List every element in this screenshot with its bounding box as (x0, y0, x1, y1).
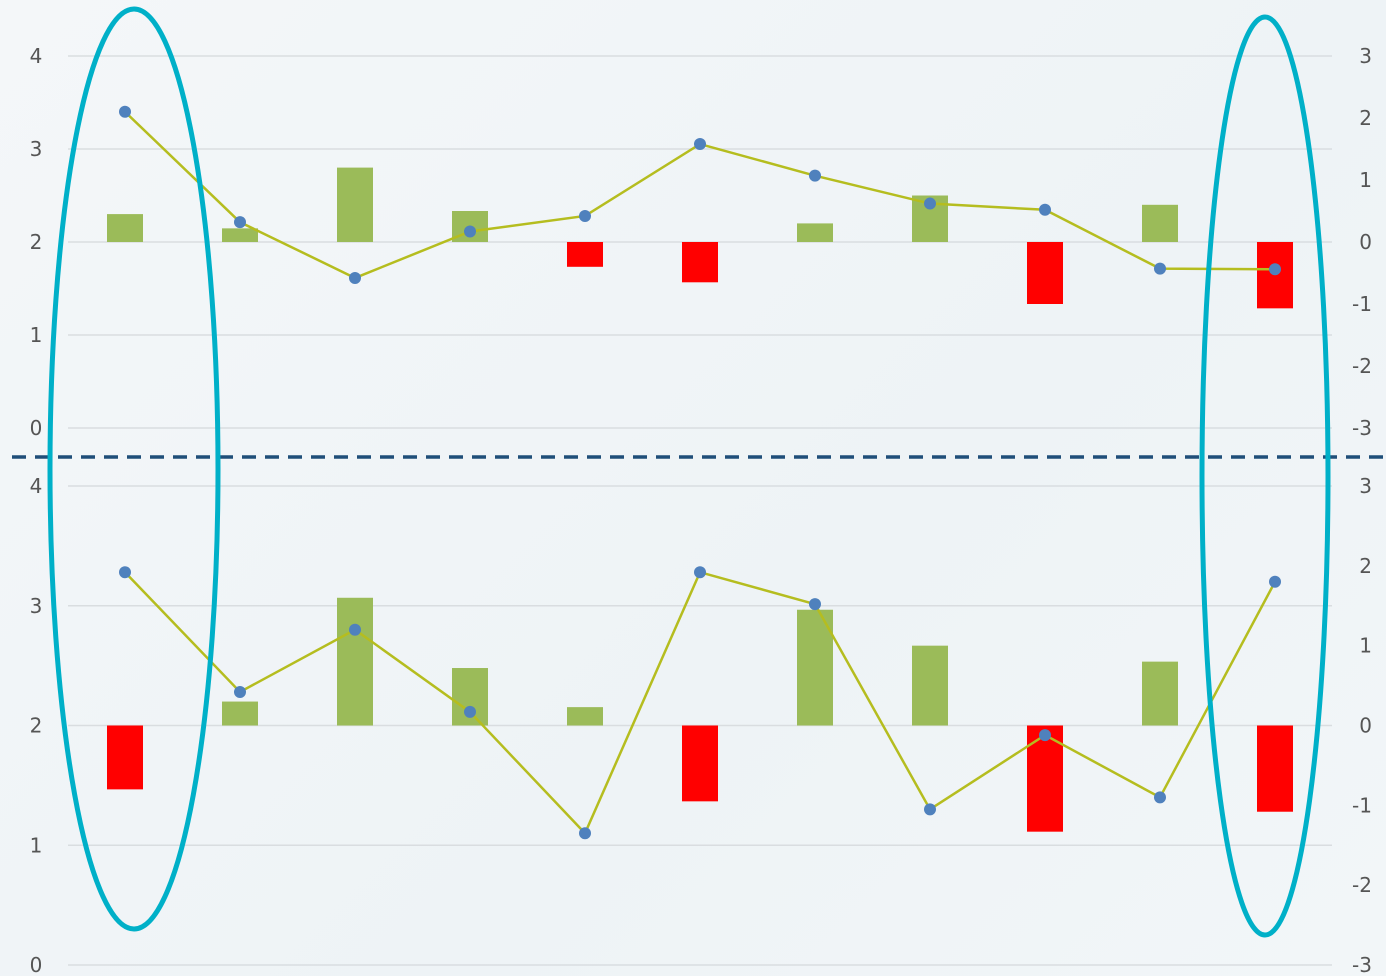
negative-bar (682, 725, 718, 802)
right-tick-label: 2 (1359, 554, 1372, 578)
positive-bar (107, 214, 143, 242)
positive-bar (337, 167, 373, 242)
left-tick-label: 0 (30, 953, 43, 976)
right-tick-label: -3 (1352, 953, 1372, 976)
lines-layer (119, 105, 1281, 840)
positive-bar (567, 707, 603, 726)
negative-bar (682, 242, 718, 283)
grid-layer (68, 55, 1332, 966)
left-tick-label: 2 (30, 714, 43, 738)
line-point (119, 566, 131, 579)
positive-bar (222, 701, 258, 726)
tick-labels-layer: 0 1 2 3 4 -3 -2 -1 0 1 2 3 0 1 2 3 4 -3 -2 -1 0 1 2 3 (30, 44, 1372, 976)
left-tick-label: 3 (30, 137, 43, 161)
line-point (1039, 729, 1051, 742)
line-point (924, 803, 936, 816)
right-tick-label: -2 (1352, 354, 1372, 378)
left-tick-label: 4 (30, 44, 43, 68)
line-point (464, 705, 476, 718)
line-point (1154, 262, 1166, 275)
line-point (119, 105, 131, 118)
line-point (1154, 791, 1166, 804)
line-point (234, 685, 246, 698)
right-tick-label: -1 (1352, 292, 1372, 316)
right-tick-label: -3 (1352, 416, 1372, 440)
negative-bar (567, 242, 603, 267)
line-point (694, 138, 706, 151)
line-point (924, 197, 936, 210)
left-tick-label: 1 (30, 323, 43, 347)
positive-bar (1142, 661, 1178, 726)
line-point (1269, 575, 1281, 588)
positive-bar (1142, 204, 1178, 242)
right-tick-label: 1 (1359, 634, 1372, 658)
positive-bar (797, 223, 833, 242)
line-point (579, 209, 591, 222)
right-tick-label: 3 (1359, 474, 1372, 498)
line-point (579, 827, 591, 840)
positive-bar (797, 609, 833, 726)
left-tick-label: 4 (30, 474, 43, 498)
left-tick-label: 0 (30, 416, 43, 440)
right-tick-label: 1 (1359, 168, 1372, 192)
left-tick-label: 3 (30, 594, 43, 618)
line-point (349, 271, 361, 284)
positive-bar (337, 597, 373, 726)
left-tick-label: 2 (30, 230, 43, 254)
annotation-layer (12, 6, 1386, 938)
highlight-ellipse-last (1199, 14, 1331, 938)
bars-layer (107, 167, 1293, 832)
line-point (1039, 203, 1051, 216)
negative-bar (107, 725, 143, 790)
positive-bar (222, 228, 258, 242)
negative-bar (1027, 242, 1063, 304)
right-tick-label: 0 (1359, 230, 1372, 254)
right-tick-label: 2 (1359, 106, 1372, 130)
line-point (234, 216, 246, 229)
line-point (464, 225, 476, 238)
right-tick-label: 0 (1359, 714, 1372, 738)
right-tick-label: -2 (1352, 873, 1372, 897)
line-point (809, 169, 821, 182)
line-point (1269, 263, 1281, 276)
positive-bar (912, 645, 948, 726)
negative-bar (1257, 725, 1293, 812)
right-tick-label: 3 (1359, 44, 1372, 68)
line-point (694, 566, 706, 579)
line-point (809, 598, 821, 611)
highlight-ellipse-first (47, 6, 221, 932)
left-tick-label: 1 (30, 833, 43, 857)
right-tick-label: -1 (1352, 793, 1372, 817)
line-point (349, 623, 361, 636)
